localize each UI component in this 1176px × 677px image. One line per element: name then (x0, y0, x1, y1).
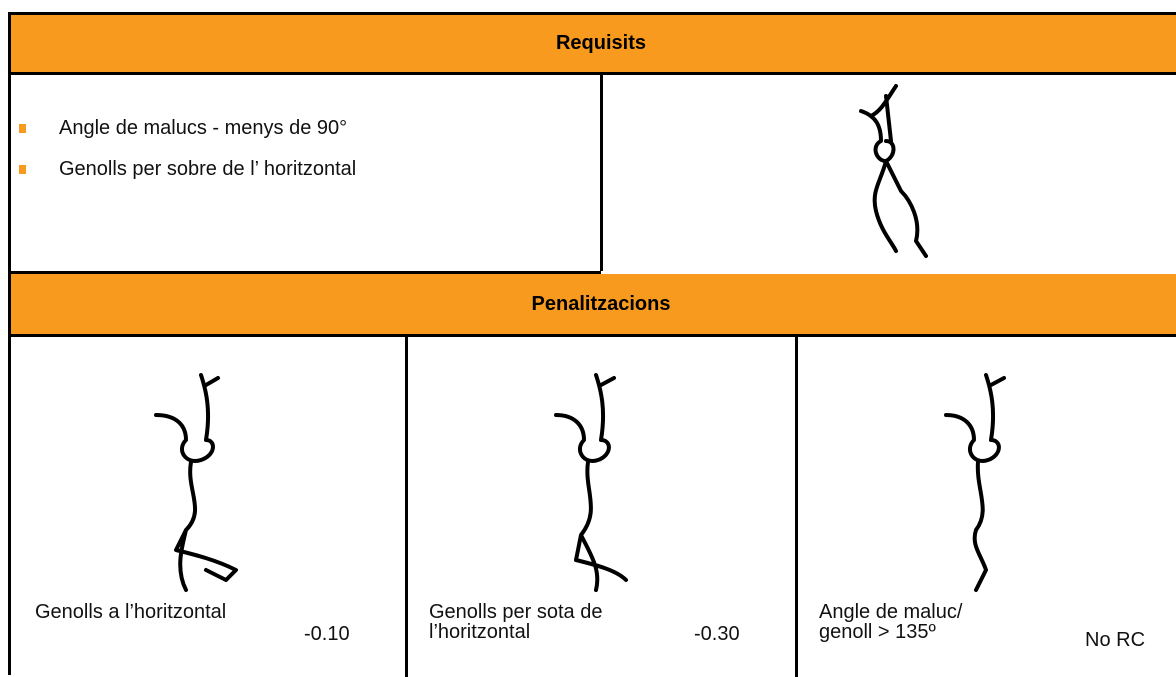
page: Requisits Angle de malucs - menys de 90°… (8, 12, 1176, 677)
requirement-item: Genolls per sobre de l’ horitzontal (11, 158, 601, 181)
penalty-label: Genolls per sota de l’horitzontal (429, 601, 603, 643)
section-header: Penalitzacions (11, 274, 1176, 337)
header-text: Requisits (555, 32, 647, 54)
figure (944, 373, 1006, 592)
penalty-label: Genolls a l’horitzontal (35, 601, 227, 623)
divider (795, 337, 798, 677)
requirement-item: Angle de malucs - menys de 90° (11, 117, 601, 140)
divider (600, 75, 603, 271)
figure (554, 373, 628, 592)
divider (405, 337, 408, 677)
penalty-value: -0.30 (694, 623, 740, 645)
penalty-label: Angle de maluc/ genoll > 135º (819, 601, 963, 643)
requirements-cell: Angle de malucs - menys de 90° Genolls p… (11, 75, 601, 274)
requirements-list: Angle de malucs - menys de 90° Genolls p… (11, 117, 601, 181)
table: Requisits Angle de malucs - menys de 90°… (8, 12, 1176, 677)
section-header: Requisits (11, 15, 1176, 75)
figure (859, 84, 928, 258)
penalty-value: No RC (1085, 629, 1146, 651)
header-text: Penalitzacions (531, 292, 671, 315)
penalty-value: -0.10 (304, 623, 350, 645)
figure (154, 373, 238, 592)
